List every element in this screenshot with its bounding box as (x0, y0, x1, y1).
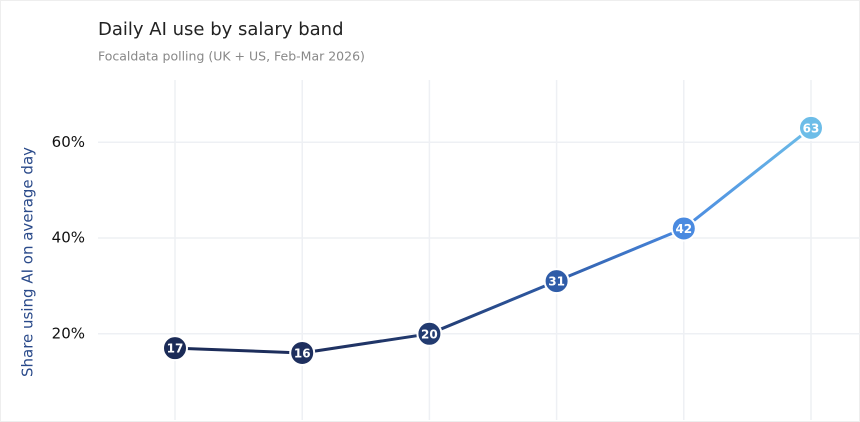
point (798, 114, 824, 141)
value-label: 17 (167, 342, 184, 356)
value-label: 42 (675, 222, 692, 236)
point (543, 268, 570, 295)
y-axis-title: Share using AI on average day (19, 147, 37, 377)
point (162, 335, 188, 362)
point (289, 339, 316, 366)
point (670, 215, 697, 242)
y-tick-label: 40% (52, 229, 85, 247)
chart-title: Daily AI use by salary band (98, 19, 344, 40)
value-label: 16 (294, 346, 311, 360)
value-label: 31 (548, 275, 565, 289)
value-label: 63 (803, 121, 820, 135)
line (174, 126, 812, 355)
chart-subtitle: Focaldata polling (UK + US, Feb-Mar 2026… (98, 49, 365, 64)
y-tick-label: 60% (52, 133, 85, 151)
value-label: 20 (421, 327, 438, 341)
y-tick-label: 20% (52, 324, 85, 342)
point (416, 320, 443, 347)
